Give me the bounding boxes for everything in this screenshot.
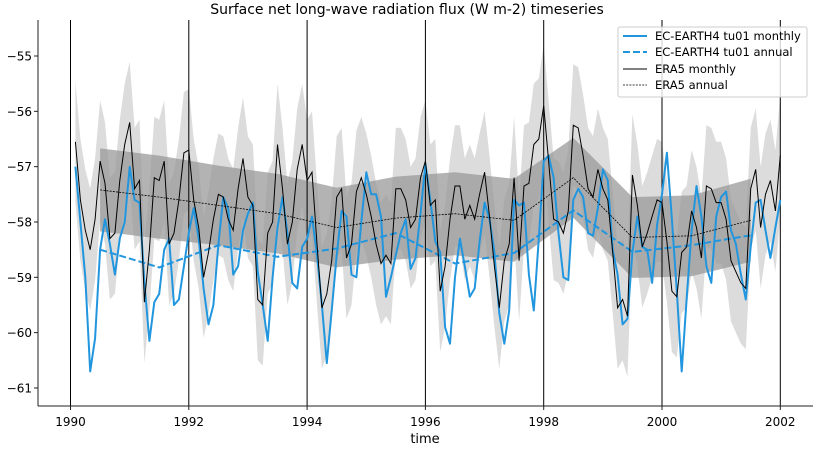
legend: EC-EARTH4 tu01 monthly EC-EARTH4 tu01 an… bbox=[617, 26, 808, 98]
year-gridlines bbox=[70, 20, 781, 406]
y-tick-label: −58 bbox=[7, 215, 32, 229]
x-tick-label: 1992 bbox=[174, 415, 205, 429]
series-line-era5-annual bbox=[100, 177, 751, 238]
y-tick-label: −61 bbox=[7, 381, 32, 395]
y-tick-label: −56 bbox=[7, 105, 32, 119]
chart-title: Surface net long-wave radiation flux (W … bbox=[210, 2, 604, 18]
x-axis-ticks: 1990 1992 1994 1996 1998 2000 2002 bbox=[55, 406, 796, 429]
x-tick-label: 2002 bbox=[765, 415, 796, 429]
x-tick-label: 1994 bbox=[292, 415, 323, 429]
y-axis-ticks: −55 −56 −57 −58 −59 −60 −61 bbox=[7, 50, 38, 395]
y-tick-label: −60 bbox=[7, 326, 32, 340]
x-tick-label: 1998 bbox=[528, 415, 559, 429]
legend-label-model-monthly: EC-EARTH4 tu01 monthly bbox=[655, 29, 801, 43]
x-tick-label: 1996 bbox=[410, 415, 441, 429]
legend-label-era5-monthly: ERA5 monthly bbox=[655, 62, 736, 76]
y-tick-label: −57 bbox=[7, 160, 32, 174]
series-lines bbox=[74, 105, 782, 373]
legend-box bbox=[617, 26, 808, 98]
legend-label-era5-annual: ERA5 annual bbox=[655, 78, 728, 92]
x-tick-label: 2000 bbox=[647, 415, 678, 429]
y-tick-label: −59 bbox=[7, 271, 32, 285]
x-axis-label: time bbox=[410, 432, 439, 446]
series-line-era5-monthly bbox=[74, 105, 781, 317]
legend-label-model-annual: EC-EARTH4 tu01 annual bbox=[655, 45, 793, 59]
y-tick-label: −55 bbox=[7, 50, 32, 64]
x-tick-label: 1990 bbox=[55, 415, 86, 429]
